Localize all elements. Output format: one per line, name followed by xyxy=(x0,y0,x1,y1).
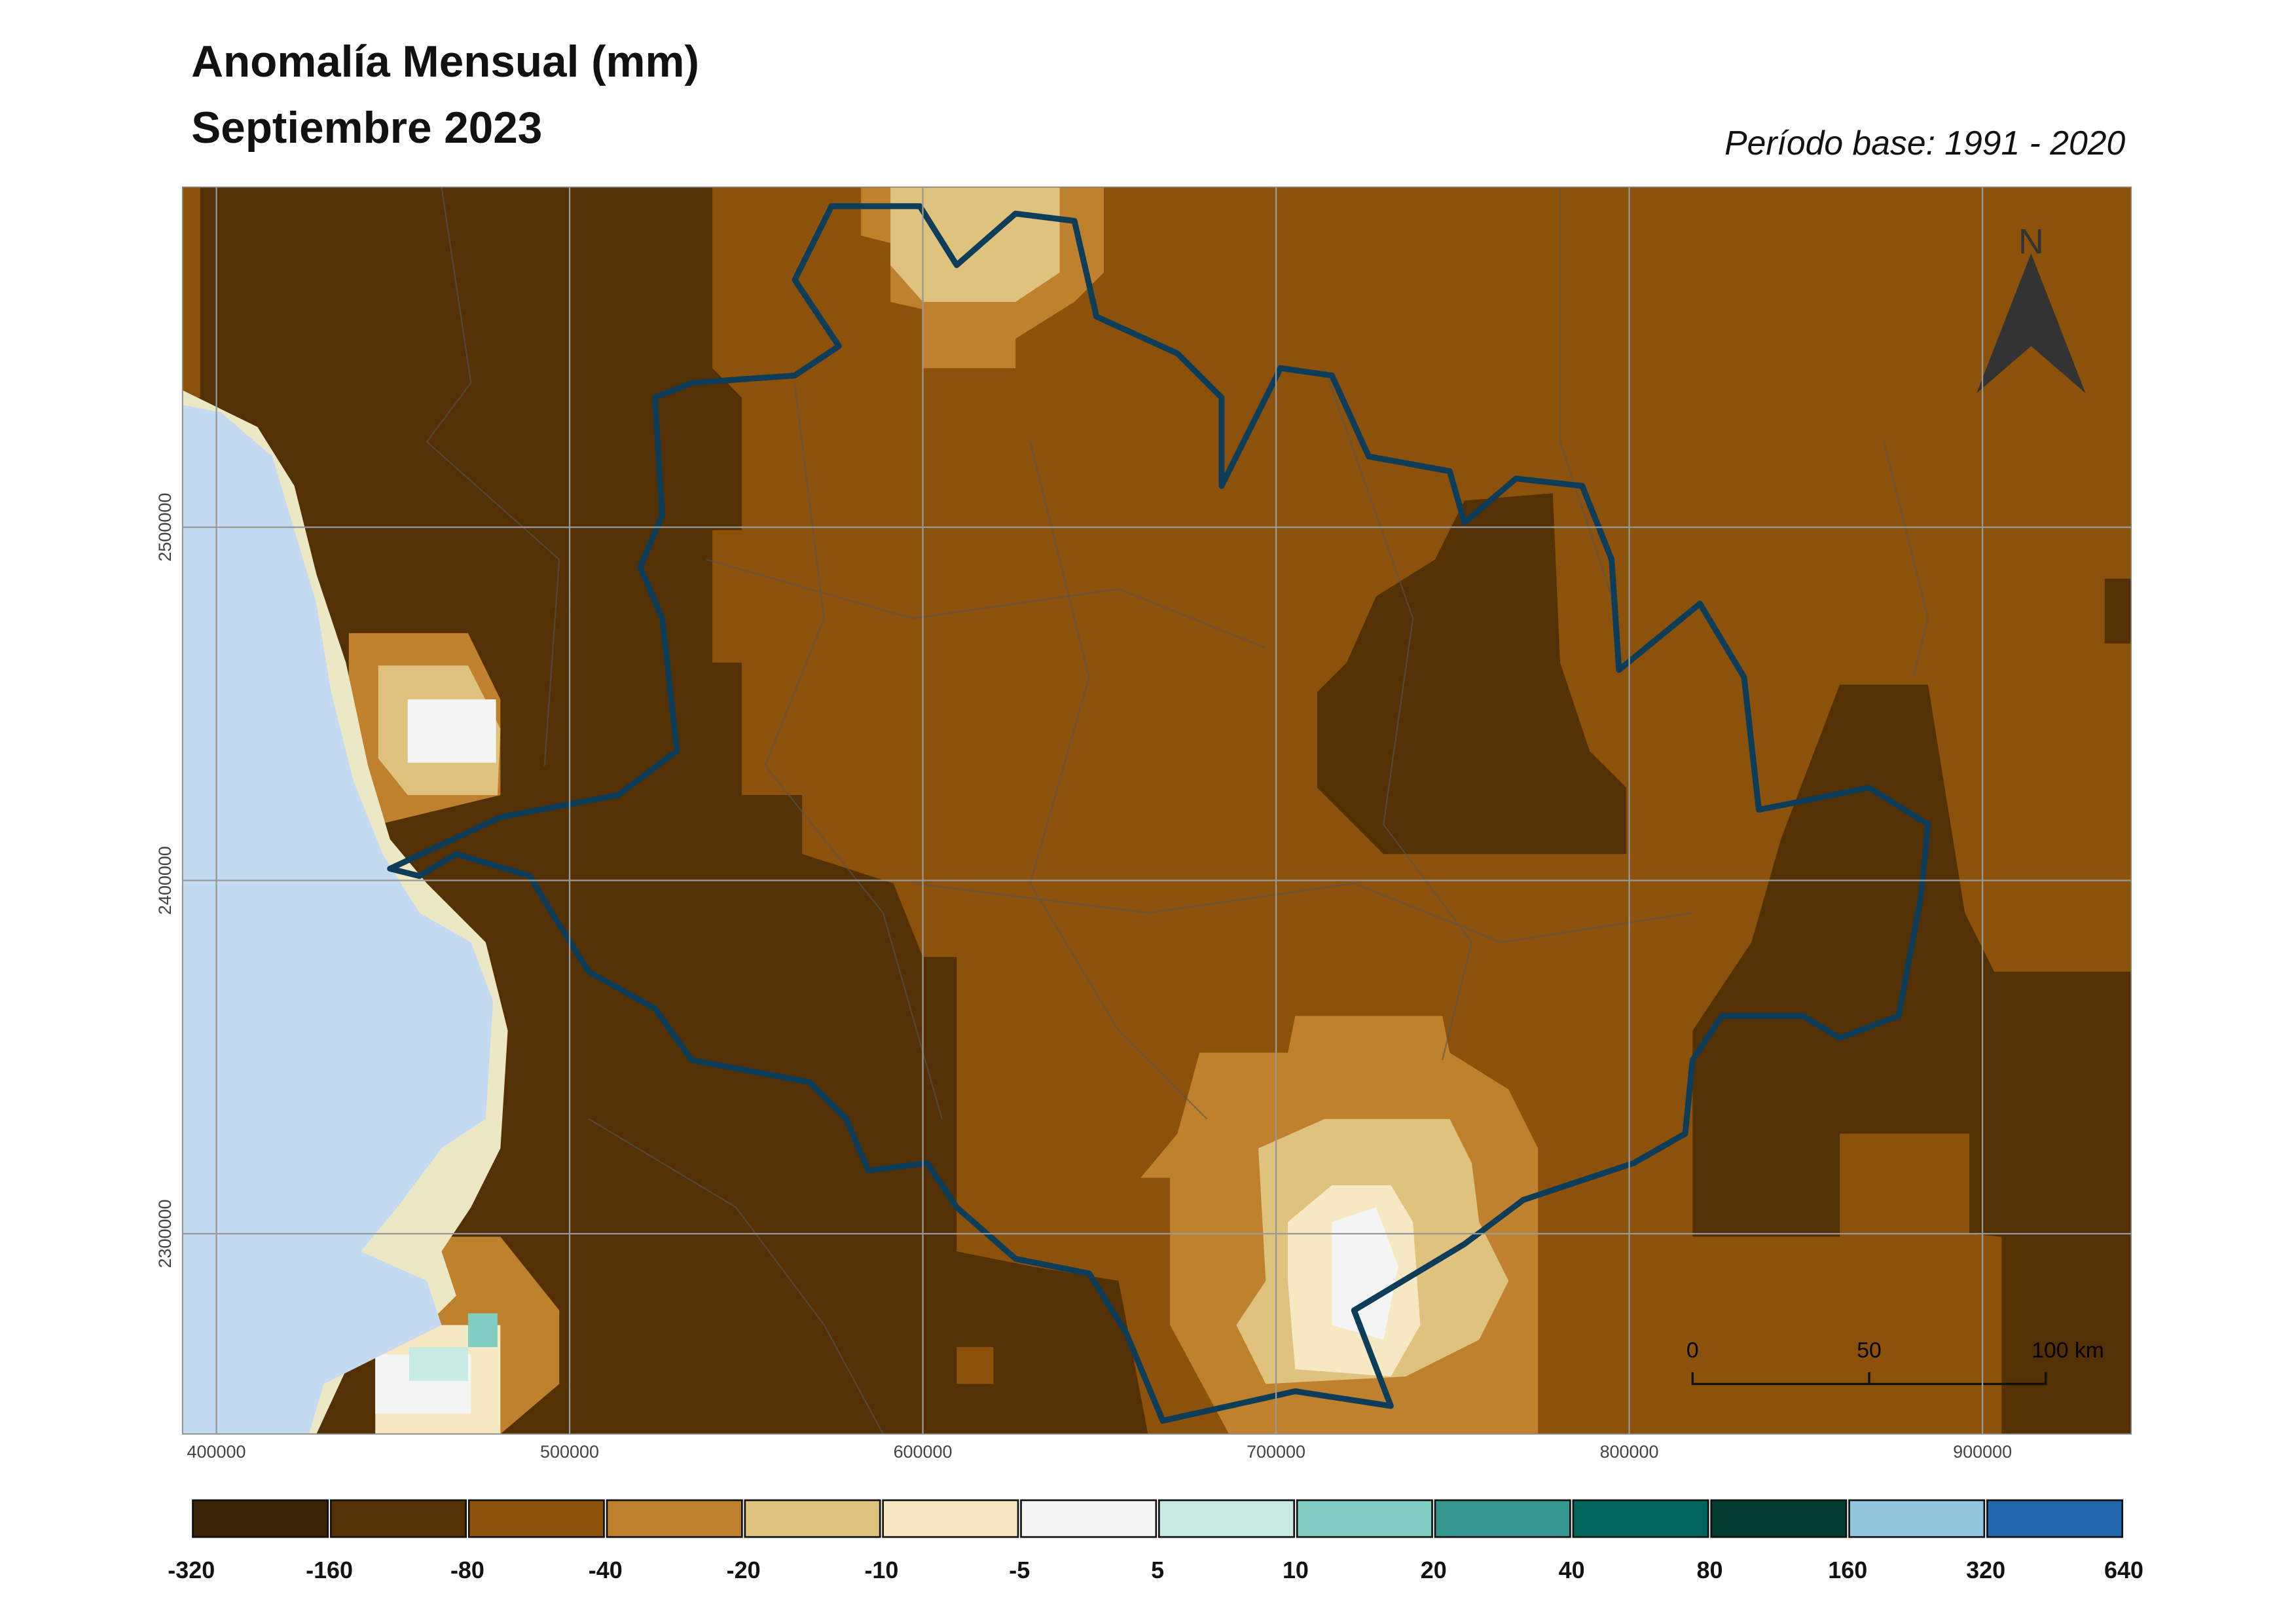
x-tick-label: 900000 xyxy=(1953,1442,2012,1462)
raster-class xyxy=(1692,684,2132,1434)
legend-swatch xyxy=(1434,1499,1571,1538)
map-area xyxy=(182,187,2132,1434)
legend-swatch xyxy=(467,1499,605,1538)
legend-break-label: 320 xyxy=(1966,1557,2005,1583)
legend-swatch xyxy=(882,1499,1019,1538)
admin-line xyxy=(1883,441,1929,678)
admin-line xyxy=(1324,367,1473,1061)
legend-break-label: 10 xyxy=(1283,1557,1309,1583)
north-arrow-shape xyxy=(1977,253,2086,394)
y-tick-label: 2300000 xyxy=(155,1199,175,1268)
x-tick-label: 800000 xyxy=(1600,1442,1659,1462)
legend-break-label: 40 xyxy=(1559,1557,1585,1583)
map-title: Anomalía Mensual (mm) xyxy=(191,37,699,86)
raster-class xyxy=(1847,1134,1969,1303)
map-frame xyxy=(181,186,2132,1435)
legend-break-label: -160 xyxy=(306,1557,353,1583)
x-tick-label: 500000 xyxy=(540,1442,599,1462)
legend-swatch xyxy=(606,1499,743,1538)
admin-line xyxy=(764,382,943,1120)
legend-break-label: -320 xyxy=(168,1557,215,1583)
scale-bar-line xyxy=(1691,1372,2047,1386)
north-label: N xyxy=(2018,222,2044,261)
raster-class xyxy=(467,1313,498,1348)
legend-break-label: 640 xyxy=(2104,1557,2143,1583)
legend-break-label: 20 xyxy=(1421,1557,1447,1583)
legend-swatch xyxy=(1296,1499,1433,1538)
legend-break-label: -40 xyxy=(589,1557,623,1583)
raster-class xyxy=(957,1347,994,1384)
x-tick-label: 700000 xyxy=(1247,1442,1305,1462)
legend-swatch xyxy=(192,1499,329,1538)
legend-swatch xyxy=(329,1499,467,1538)
legend-swatch xyxy=(744,1499,881,1538)
raster-class xyxy=(407,699,496,763)
legend-swatch xyxy=(1158,1499,1296,1538)
scale-label: 50 xyxy=(1857,1338,1882,1363)
raster-class xyxy=(1332,1207,1398,1340)
scale-bar: 0 50 100 km xyxy=(1686,1338,2104,1386)
scale-label: 0 xyxy=(1686,1338,1699,1363)
legend-swatch xyxy=(1848,1499,1986,1538)
scale-label: 100 km xyxy=(2032,1338,2104,1363)
legend-break-label: 160 xyxy=(1828,1557,1867,1583)
admin-line xyxy=(588,1118,884,1434)
x-tick-label: 600000 xyxy=(894,1442,953,1462)
legend-break-label: 5 xyxy=(1151,1557,1164,1583)
legend-break-label: -20 xyxy=(727,1557,761,1583)
raster-class xyxy=(182,187,200,398)
legend-break-label: -80 xyxy=(450,1557,484,1583)
legend-break-label: -10 xyxy=(864,1557,898,1583)
sea xyxy=(182,405,494,1434)
legend-break-label: -5 xyxy=(1009,1557,1030,1583)
raster-class xyxy=(1317,493,1627,855)
admin-line xyxy=(426,187,560,766)
legend-swatch xyxy=(1572,1499,1709,1538)
y-tick-label: 2400000 xyxy=(155,846,175,915)
legend-break-label: 80 xyxy=(1696,1557,1722,1583)
legend-swatch xyxy=(1986,1499,2124,1538)
admin-line xyxy=(1029,441,1208,1120)
raster-class xyxy=(409,1347,468,1381)
legend-swatch xyxy=(1020,1499,1157,1538)
admin-line xyxy=(706,559,1266,649)
x-tick-label: 400000 xyxy=(187,1442,246,1462)
y-tick-label: 2500000 xyxy=(155,493,175,562)
admin-line xyxy=(912,882,1693,944)
state-boundary xyxy=(387,203,1931,1424)
legend-swatch xyxy=(1710,1499,1848,1538)
north-arrow: N xyxy=(1977,222,2086,394)
admin-line xyxy=(1559,187,1620,619)
raster-class xyxy=(2104,578,2132,644)
map-subtitle: Septiembre 2023 xyxy=(191,103,542,153)
base-period: Período base: 1991 - 2020 xyxy=(1724,124,2125,162)
